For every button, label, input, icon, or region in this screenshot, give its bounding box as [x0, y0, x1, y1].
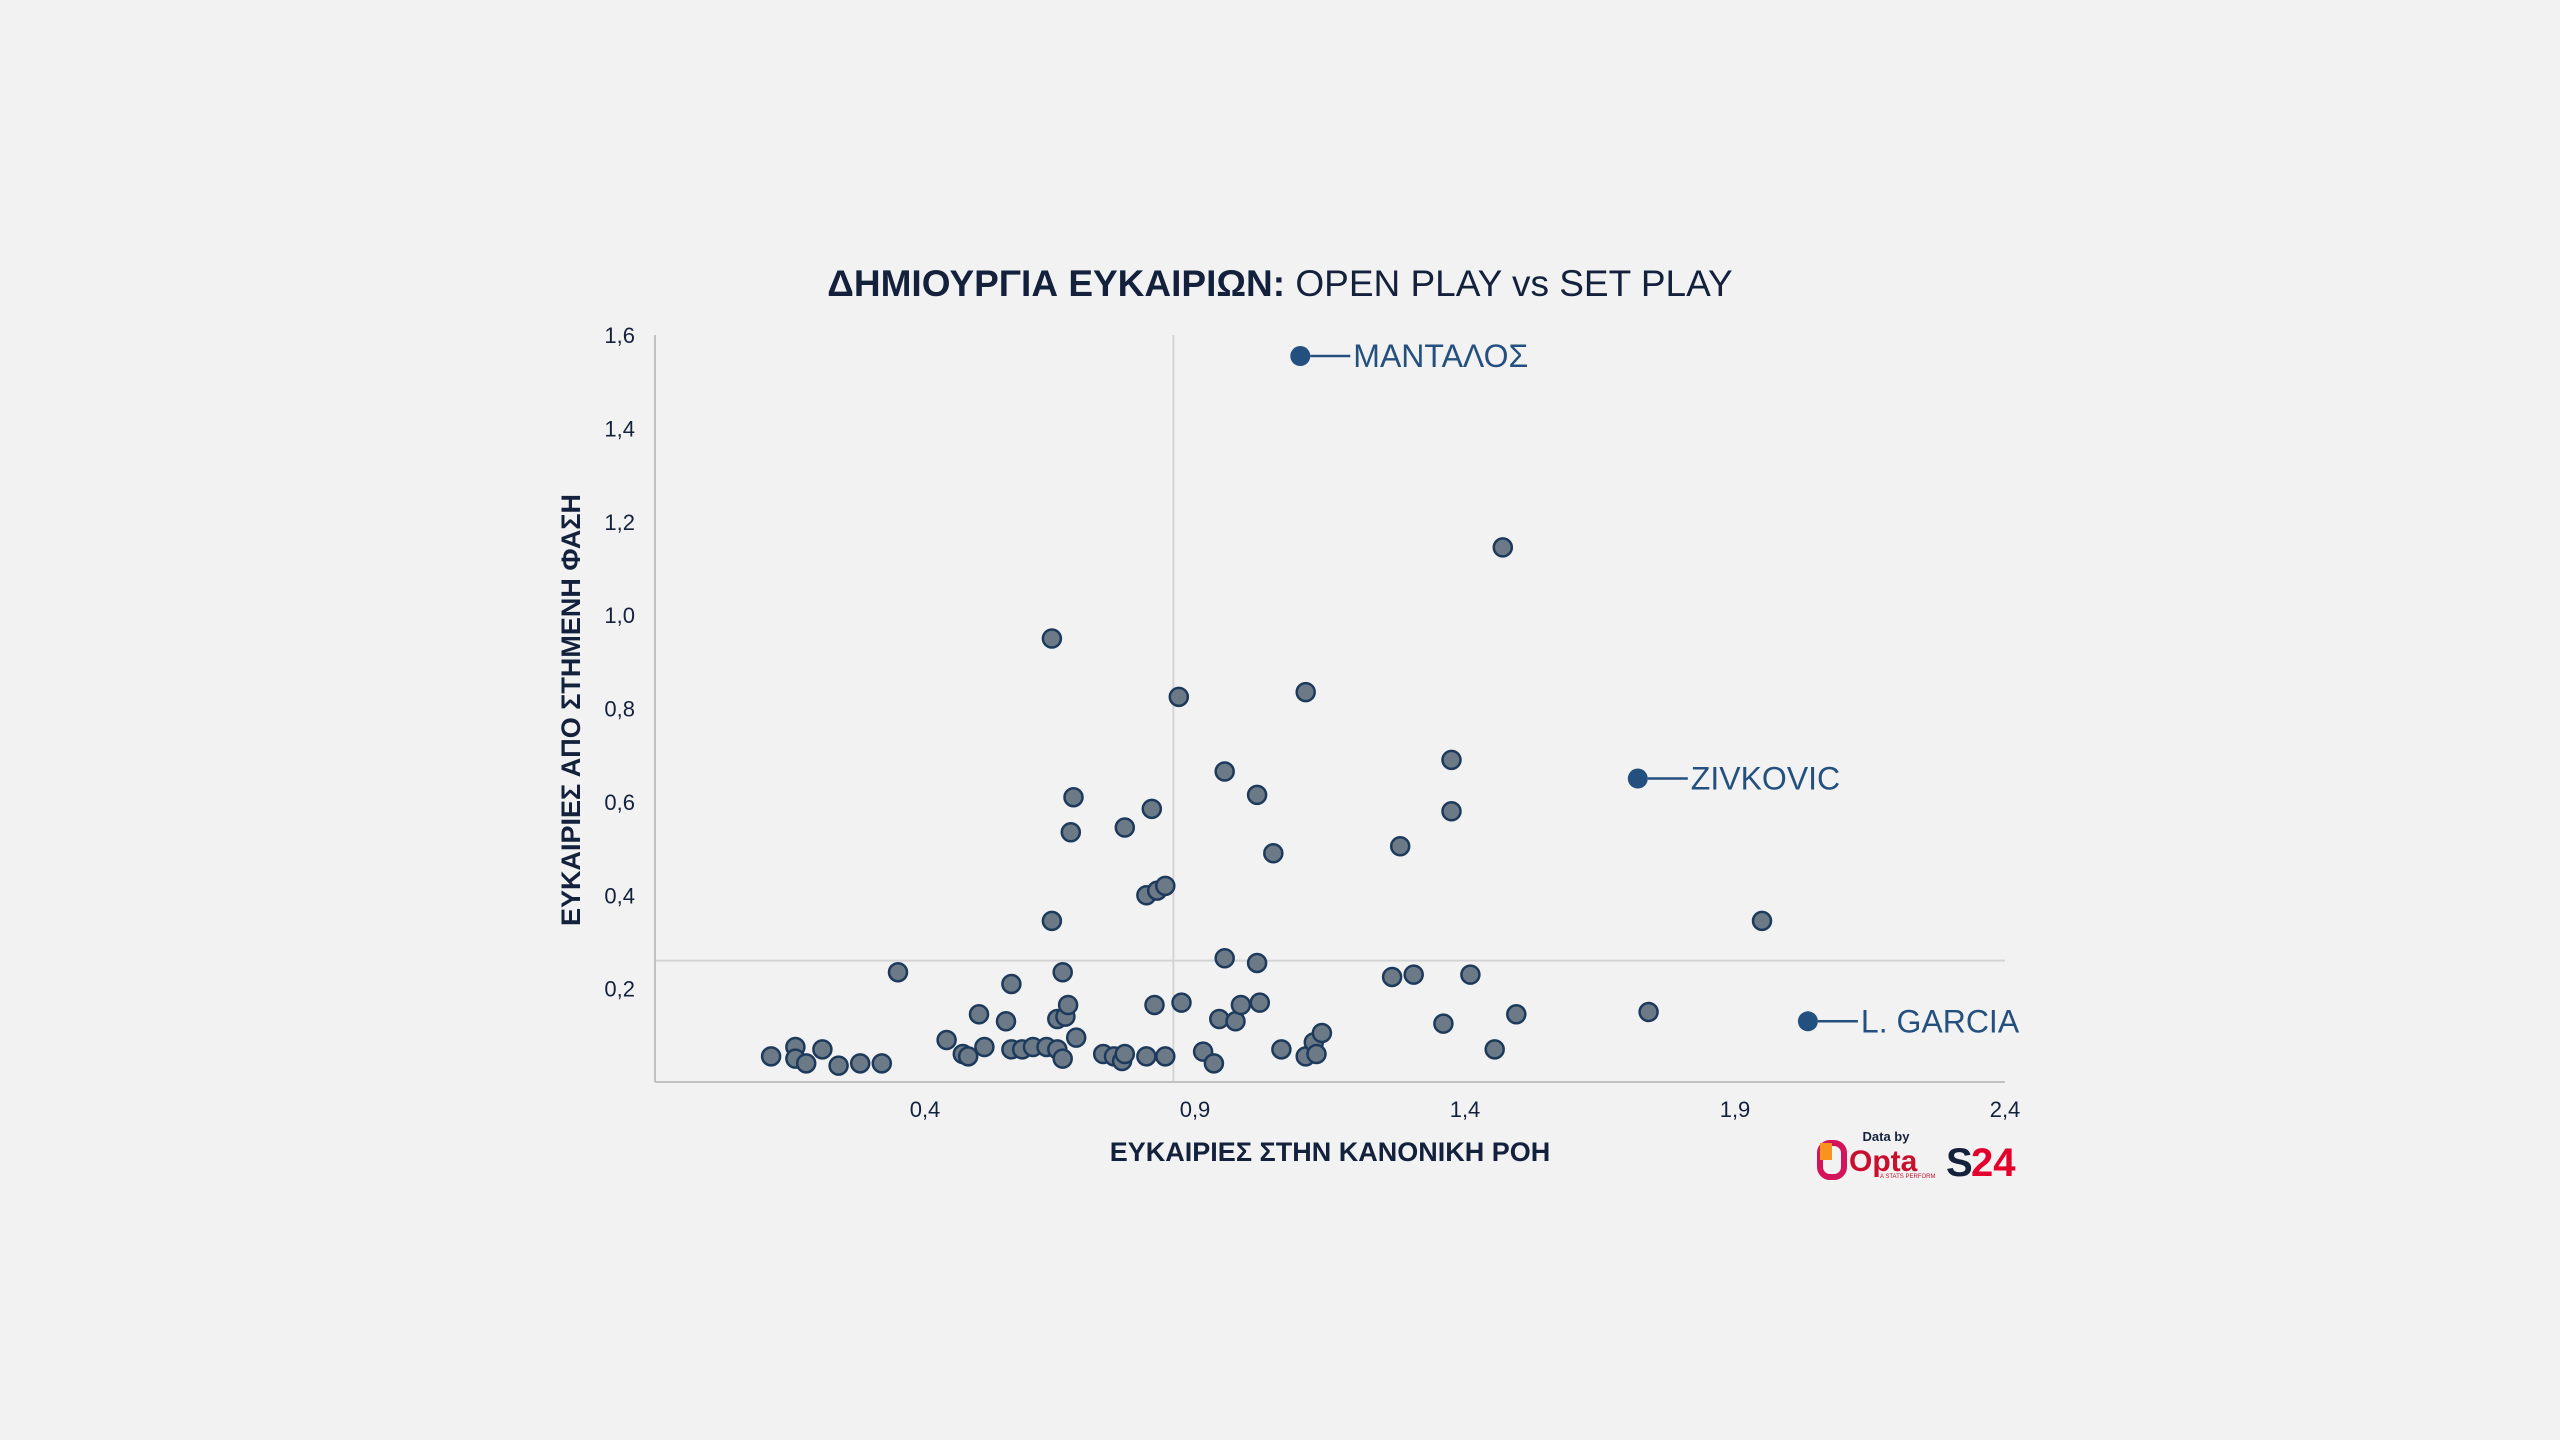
highlighted-point — [1290, 346, 1311, 367]
data-point — [1171, 992, 1192, 1013]
data-point — [1311, 1022, 1333, 1044]
highlighted-player: ΜΑΝΤΑΛΟΣ — [1290, 338, 1528, 374]
axes — [654, 335, 2005, 1083]
data-point — [849, 1053, 871, 1074]
data-point — [1230, 994, 1252, 1016]
data-point — [1052, 962, 1073, 983]
y-tick-label: 1,6 — [604, 323, 635, 348]
highlighted-player: ZIVKOVIC — [1627, 761, 1840, 797]
x-tick-label: 0,9 — [1180, 1097, 1211, 1122]
y-tick-label: 0,8 — [604, 697, 635, 722]
highlighted-point — [1797, 1011, 1818, 1032]
credits: Data by Opta A STATS PERFORM S24 — [1817, 1129, 2016, 1185]
data-point — [1271, 1039, 1292, 1060]
data-point — [1052, 1048, 1073, 1069]
opta-sub-label: A STATS PERFORM — [1880, 1174, 1935, 1180]
highlighted-player: L. GARCIA — [1797, 1003, 2020, 1039]
data-point — [1433, 1013, 1454, 1034]
s24-logo-icon: S24 — [1946, 1141, 2016, 1185]
data-points — [760, 537, 1773, 1076]
s24-number-label: 24 — [1971, 1141, 2016, 1185]
highlight-label: ZIVKOVIC — [1691, 761, 1840, 797]
opta-label: Opta — [1849, 1145, 1918, 1178]
data-point — [1001, 973, 1022, 995]
data-point — [995, 1011, 1017, 1032]
data-point — [1246, 784, 1268, 806]
data-point — [936, 1029, 957, 1051]
data-point — [1389, 835, 1411, 857]
data-point — [1114, 1043, 1136, 1065]
y-tick-label: 1,0 — [604, 603, 635, 628]
data-point — [1114, 817, 1136, 838]
data-point — [1295, 681, 1316, 703]
data-point — [1403, 964, 1424, 985]
chart-title-rest: OPEN PLAY vs SET PLAY — [1285, 263, 1733, 304]
data-point — [1063, 786, 1084, 808]
data-point — [1203, 1053, 1225, 1074]
data-point — [828, 1055, 849, 1076]
data-point — [760, 1046, 782, 1067]
data-point — [957, 1046, 979, 1067]
data-point — [871, 1053, 893, 1074]
x-tick-label: 1,4 — [1450, 1097, 1481, 1122]
y-tick-label: 0,6 — [604, 790, 635, 815]
data-point — [795, 1053, 817, 1074]
x-tick-labels: 0,4 0,9 1,4 1,9 2,4 — [910, 1097, 2021, 1122]
data-point — [1506, 1004, 1527, 1025]
y-tick-label: 1,4 — [604, 416, 635, 441]
data-point — [1249, 992, 1271, 1013]
y-tick-label: 0,4 — [604, 883, 635, 908]
opta-logo-icon: Opta A STATS PERFORM — [1817, 1140, 1935, 1180]
data-point — [1460, 964, 1481, 985]
y-tick-labels: 0,2 0,4 0,6 0,8 1,0 1,2 1,4 1,6 — [604, 323, 635, 1002]
data-point — [1155, 875, 1176, 897]
highlighted-point — [1627, 768, 1648, 789]
data-point — [1060, 821, 1082, 843]
data-point — [1381, 966, 1403, 988]
highlight-label: L. GARCIA — [1861, 1003, 2020, 1039]
data-point — [1057, 994, 1079, 1016]
data-by-label: Data by — [1863, 1129, 1911, 1144]
reference-lines — [655, 335, 2005, 1082]
data-point — [812, 1039, 833, 1060]
data-point — [1168, 686, 1190, 708]
data-point — [887, 962, 909, 983]
x-tick-label: 2,4 — [1990, 1097, 2021, 1122]
data-point — [1041, 910, 1063, 932]
data-point — [1144, 994, 1165, 1016]
data-point — [1214, 761, 1235, 782]
data-point — [974, 1036, 995, 1058]
data-point — [1751, 910, 1773, 932]
data-point — [1306, 1043, 1327, 1065]
data-point — [1638, 1001, 1659, 1023]
data-point — [1441, 749, 1462, 771]
chart-title-bold: ΔΗΜΙΟΥΡΓΙΑ ΕΥΚΑΙΡΙΩΝ: — [827, 263, 1285, 304]
data-point — [1141, 798, 1163, 820]
chart-title: ΔΗΜΙΟΥΡΓΙΑ ΕΥΚΑΙΡΙΩΝ: OPEN PLAY vs SET P… — [827, 263, 1732, 304]
s24-s-label: S — [1946, 1141, 1973, 1185]
data-point — [968, 1004, 990, 1025]
x-tick-label: 1,9 — [1720, 1097, 1751, 1122]
y-tick-label: 0,2 — [604, 977, 635, 1002]
x-tick-label: 0,4 — [910, 1097, 941, 1122]
data-point — [1136, 1046, 1157, 1067]
highlighted-players: ΜΑΝΤΑΛΟΣ ZIVKOVIC L. GARCIA — [1290, 338, 2020, 1039]
highlight-label: ΜΑΝΤΑΛΟΣ — [1353, 338, 1528, 374]
data-point — [1065, 1027, 1087, 1048]
data-point — [1214, 948, 1235, 969]
data-point — [1484, 1039, 1505, 1060]
data-point — [1155, 1046, 1176, 1067]
x-axis-title: ΕΥΚΑΙΡΙΕΣ ΣΤΗΝ ΚΑΝΟΝΙΚΗ ΡΟΗ — [1110, 1137, 1550, 1167]
data-point — [1041, 628, 1063, 649]
y-tick-label: 1,2 — [604, 510, 635, 535]
data-point — [1492, 537, 1514, 558]
data-point — [1441, 800, 1462, 822]
data-point — [1263, 842, 1284, 864]
y-axis-title: ΕΥΚΑΙΡΙΕΣ ΑΠΟ ΣΤΗΜΕΝΗ ΦΑΣΗ — [556, 494, 586, 926]
data-point — [1246, 952, 1268, 974]
